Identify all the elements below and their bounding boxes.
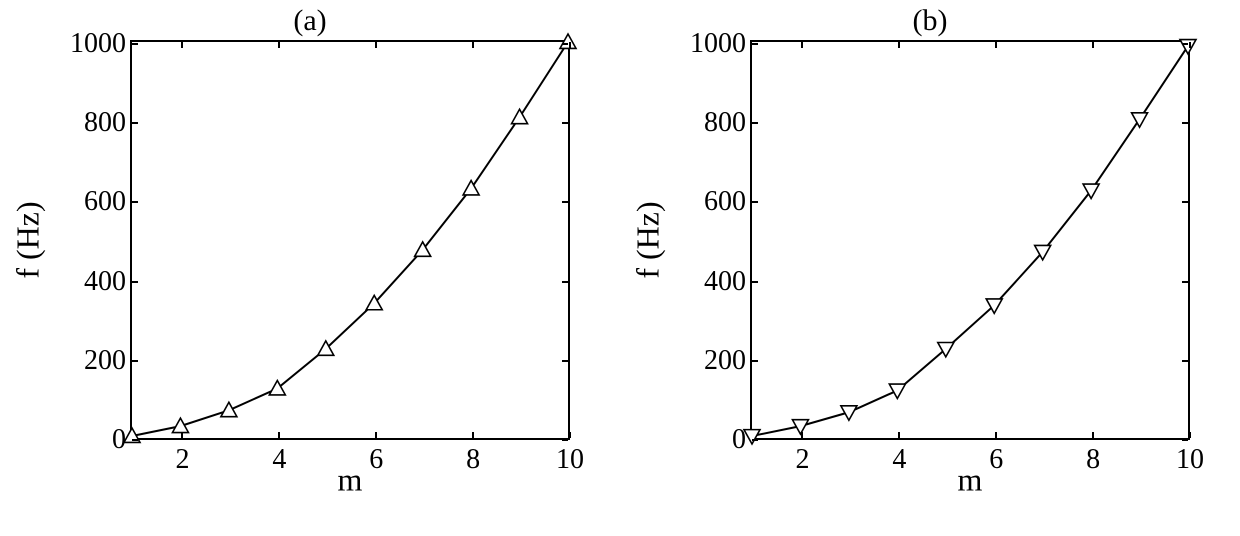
ytick-label: 600 [70, 186, 126, 218]
series-marker [889, 384, 905, 398]
xtick-label: 10 [556, 444, 584, 476]
series-marker [560, 34, 576, 48]
figure-root: (a) f (Hz) m 02004006008001000246810 (b)… [0, 0, 1240, 536]
series-marker [1180, 40, 1196, 54]
ytick-label: 200 [70, 345, 126, 377]
ytick-label: 800 [70, 107, 126, 139]
panel-a-svg [132, 42, 568, 438]
ytick-label: 1000 [690, 28, 746, 60]
ytick-label: 800 [690, 107, 746, 139]
series-marker [463, 181, 479, 195]
panel-a-xlabel: m [338, 462, 363, 499]
series-marker [512, 109, 528, 123]
panel-b: (b) f (Hz) m 02004006008001000246810 [620, 0, 1240, 536]
series-marker [1132, 113, 1148, 127]
series-marker [744, 430, 760, 444]
panel-b-axes: 02004006008001000246810 [750, 40, 1190, 440]
xtick-label: 4 [272, 444, 286, 476]
xtick-label: 2 [175, 444, 189, 476]
xtick-label: 10 [1176, 444, 1204, 476]
xtick-label: 4 [892, 444, 906, 476]
xtick-label: 6 [989, 444, 1003, 476]
panel-b-xlabel: m [958, 462, 983, 499]
panel-b-svg [752, 42, 1188, 438]
panel-a: (a) f (Hz) m 02004006008001000246810 [0, 0, 620, 536]
ytick-label: 400 [690, 266, 746, 298]
xtick-label: 2 [795, 444, 809, 476]
ytick-label: 1000 [70, 28, 126, 60]
panel-a-ylabel: f (Hz) [10, 201, 47, 278]
panel-a-axes: 02004006008001000246810 [130, 40, 570, 440]
xtick-label: 6 [369, 444, 383, 476]
ytick-label: 0 [690, 424, 746, 456]
panel-b-ylabel: f (Hz) [630, 201, 667, 278]
ytick-label: 400 [70, 266, 126, 298]
ytick-label: 0 [70, 424, 126, 456]
series-marker [221, 402, 237, 416]
panel-b-title: (b) [913, 4, 948, 38]
series-line [132, 42, 568, 436]
xtick-label: 8 [466, 444, 480, 476]
xtick-label: 8 [1086, 444, 1100, 476]
series-line [752, 46, 1188, 436]
ytick-label: 200 [690, 345, 746, 377]
ytick-label: 600 [690, 186, 746, 218]
panel-a-title: (a) [293, 4, 326, 38]
